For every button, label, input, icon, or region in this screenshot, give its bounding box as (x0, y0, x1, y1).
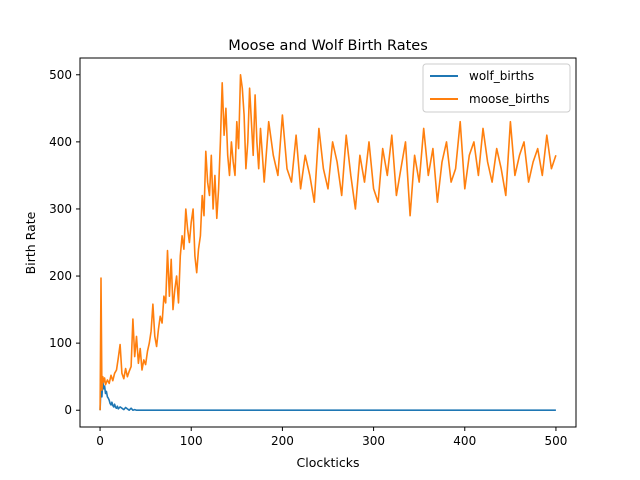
x-tick-label: 300 (362, 434, 385, 448)
y-tick-label: 200 (49, 269, 72, 283)
series-line-wolf-births (99, 380, 556, 412)
x-tick-label: 100 (180, 434, 203, 448)
y-tick-label: 0 (64, 403, 72, 417)
series-line-moose-births (99, 74, 557, 411)
y-axis-label: Birth Rate (23, 211, 38, 274)
legend-box (422, 63, 571, 113)
y-tick-label: 300 (49, 202, 72, 216)
plot-series-group (99, 74, 557, 412)
y-tick-label: 100 (49, 336, 72, 350)
axes-frame (79, 57, 577, 428)
x-axis-label: Clockticks (297, 455, 360, 470)
legend-label-moose-births: moose_births (469, 92, 549, 106)
x-axis-ticks: 0 100 200 300 400 500 (96, 427, 567, 448)
x-tick-label: 0 (96, 434, 104, 448)
x-tick-label: 400 (453, 434, 476, 448)
y-tick-label: 400 (49, 135, 72, 149)
x-tick-label: 500 (544, 434, 567, 448)
legend-label-wolf-births: wolf_births (469, 69, 534, 83)
chart-title: Moose and Wolf Birth Rates (228, 38, 428, 54)
x-tick-label: 200 (271, 434, 294, 448)
legend: wolf_births moose_births (422, 63, 571, 113)
y-tick-label: 500 (49, 68, 72, 82)
y-axis-ticks: 0 100 200 300 400 500 (49, 68, 80, 417)
